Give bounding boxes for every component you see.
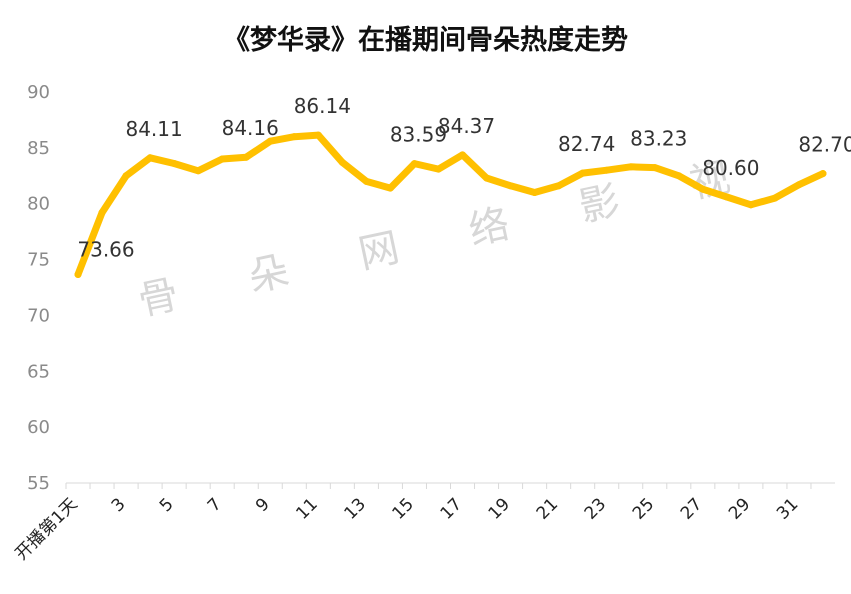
x-tick-label: 9 [252, 494, 274, 516]
x-tick-label: 7 [204, 494, 226, 516]
x-tick-label: 23 [581, 494, 610, 523]
data-point [603, 166, 611, 174]
x-tick-label: 31 [773, 494, 802, 523]
data-point [699, 185, 707, 193]
data-point [338, 158, 346, 166]
data-point [723, 193, 731, 201]
data-point [795, 181, 803, 189]
data-point [218, 155, 226, 163]
y-tick-label: 70 [27, 305, 50, 326]
data-label: 82.74 [558, 132, 615, 156]
y-tick-label: 85 [27, 138, 50, 159]
data-point [555, 182, 563, 190]
data-point [747, 201, 755, 209]
data-point [410, 160, 418, 168]
data-point [98, 209, 106, 217]
data-point [362, 177, 370, 185]
data-label: 83.23 [630, 127, 687, 151]
data-label: 83.59 [390, 123, 447, 147]
data-label: 82.70 [798, 133, 851, 157]
x-tick-label: 3 [108, 494, 130, 516]
data-point [819, 170, 827, 178]
data-point [194, 167, 202, 175]
data-label: 84.11 [125, 117, 182, 141]
data-point [242, 153, 250, 161]
x-tick-label: 17 [437, 494, 466, 523]
data-point [675, 172, 683, 180]
x-tick-label: 5 [156, 494, 178, 516]
data-point [146, 154, 154, 162]
x-tick-label: 21 [533, 494, 562, 523]
data-point [579, 169, 587, 177]
data-label: 84.16 [222, 116, 279, 140]
x-tick-label: 15 [389, 494, 418, 523]
y-tick-label: 60 [27, 417, 50, 438]
data-point [266, 137, 274, 145]
data-point [122, 172, 130, 180]
x-tick-label: 19 [485, 494, 514, 523]
data-point [434, 165, 442, 173]
chart-title: 《梦华录》在播期间骨朵热度走势 [223, 25, 628, 56]
series-line [74, 131, 827, 278]
data-point [290, 133, 298, 141]
y-tick-label: 75 [27, 250, 50, 271]
data-point [74, 271, 82, 279]
data-point [314, 131, 322, 139]
data-point [483, 174, 491, 182]
y-tick-label: 55 [27, 473, 50, 494]
x-tick-label: 29 [725, 494, 754, 523]
data-point [531, 189, 539, 197]
data-point [627, 163, 635, 171]
y-tick-label: 80 [27, 194, 50, 215]
data-point [459, 151, 467, 159]
y-tick-label: 65 [27, 361, 50, 382]
data-label: 80.60 [702, 156, 759, 180]
x-tick-label: 开播第1天 [12, 494, 82, 564]
x-tick-label: 27 [677, 494, 706, 523]
data-label: 73.66 [77, 238, 134, 262]
data-point [170, 159, 178, 167]
data-point [386, 184, 394, 192]
data-label: 84.37 [438, 114, 495, 138]
data-point [771, 194, 779, 202]
data-point [507, 182, 515, 190]
x-tick-label: 13 [340, 494, 369, 523]
data-point [651, 164, 659, 172]
x-tick-label: 25 [629, 494, 658, 523]
y-tick-label: 90 [27, 82, 50, 103]
x-tick-label: 11 [292, 494, 321, 523]
data-label: 86.14 [294, 94, 351, 118]
